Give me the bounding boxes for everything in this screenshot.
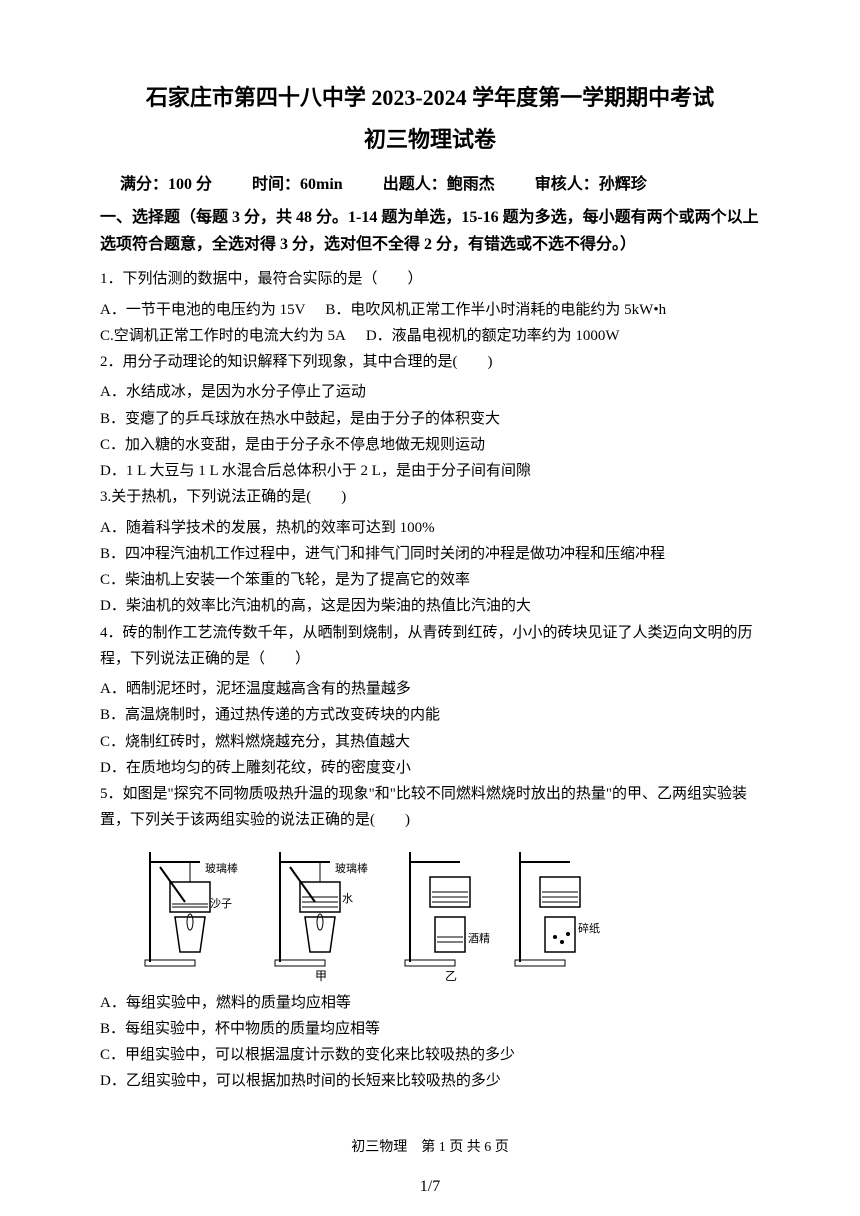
svg-text:酒精: 酒精 bbox=[468, 932, 490, 945]
reviewer-label: 审核人：孙辉珍 bbox=[535, 170, 647, 194]
q5-a: A．每组实验中，燃料的质量均应相等 bbox=[100, 990, 760, 1016]
svg-text:玻璃棒: 玻璃棒 bbox=[335, 861, 368, 875]
section-header: 一、选择题（每题 3 分，共 48 分。1-14 题为单选，15-16 题为多选… bbox=[100, 204, 760, 258]
q4-c: C．烧制红砖时，燃料燃烧越充分，其热值越大 bbox=[100, 729, 760, 755]
q2-b: B．变瘪了的乒乓球放在热水中鼓起，是由于分子的体积变大 bbox=[100, 406, 760, 432]
q1-c: C.空调机正常工作时的电流大约为 5A bbox=[100, 323, 346, 349]
time-label: 时间：60min bbox=[252, 170, 343, 194]
main-title: 石家庄市第四十八中学 2023-2024 学年度第一学期期中考试 bbox=[100, 80, 760, 112]
q4-d: D．在质地均匀的砖上雕刻花纹，砖的密度变小 bbox=[100, 755, 760, 781]
header-info: 满分：100 分 时间：60min 出题人：鲍雨杰 审核人：孙辉珍 bbox=[100, 170, 760, 194]
author-label: 出题人：鲍雨杰 bbox=[383, 170, 495, 194]
q2-c: C．加入糖的水变甜，是由于分子永不停息地做无规则运动 bbox=[100, 432, 760, 458]
q1-options-row1: A．一节干电池的电压约为 15V B．电吹风机正常工作半小时消耗的电能约为 5k… bbox=[100, 297, 760, 323]
q4-b: B．高温烧制时，通过热传递的方式改变砖块的内能 bbox=[100, 702, 760, 728]
q1-a: A．一节干电池的电压约为 15V bbox=[100, 297, 305, 323]
q1-stem: 1．下列估测的数据中，最符合实际的是（ ） bbox=[100, 266, 760, 292]
q3-stem: 3.关于热机，下列说法正确的是( ) bbox=[100, 484, 760, 510]
q4-a: A．晒制泥坯时，泥坯温度越高含有的热量越多 bbox=[100, 676, 760, 702]
q5-b: B．每组实验中，杯中物质的质量均应相等 bbox=[100, 1016, 760, 1042]
score-label: 满分：100 分 bbox=[120, 170, 212, 194]
q2-d: D．1 L 大豆与 1 L 水混合后总体积小于 2 L，是由于分子间有间隙 bbox=[100, 458, 760, 484]
page-number: 1/7 bbox=[0, 1178, 860, 1196]
svg-text:碎纸片: 碎纸片 bbox=[578, 921, 600, 935]
q3-d: D．柴油机的效率比汽油机的高，这是因为柴油的热值比汽油的大 bbox=[100, 593, 760, 619]
q3-b: B．四冲程汽油机工作过程中，进气门和排气门同时关闭的冲程是做功冲程和压缩冲程 bbox=[100, 541, 760, 567]
q5-d: D．乙组实验中，可以根据加热时间的长短来比较吸热的多少 bbox=[100, 1068, 760, 1094]
q2-a: A．水结成冰，是因为水分子停止了运动 bbox=[100, 379, 760, 405]
q1-b: B．电吹风机正常工作半小时消耗的电能约为 5kW•h bbox=[325, 297, 666, 323]
q1-options-row2: C.空调机正常工作时的电流大约为 5A D．液晶电视机的额定功率约为 1000W bbox=[100, 323, 760, 349]
sub-title: 初三物理试卷 bbox=[100, 122, 760, 154]
q4-stem: 4．砖的制作工艺流传数千年，从晒制到烧制，从青砖到红砖，小小的砖块见证了人类迈向… bbox=[100, 620, 760, 673]
svg-text:乙: 乙 bbox=[445, 969, 457, 982]
svg-text:甲: 甲 bbox=[315, 969, 327, 982]
page-footer: 初三物理 第 1 页 共 6 页 bbox=[0, 1136, 860, 1156]
q2-stem: 2．用分子动理论的知识解释下列现象，其中合理的是( ) bbox=[100, 349, 760, 375]
q3-a: A．随着科学技术的发展，热机的效率可达到 100% bbox=[100, 515, 760, 541]
q5-stem: 5．如图是"探究不同物质吸热升温的现象"和"比较不同燃料燃烧时放出的热量"的甲、… bbox=[100, 781, 760, 834]
apparatus-svg: 玻璃棒 沙子 玻璃棒 水 甲 bbox=[120, 842, 600, 982]
svg-text:玻璃棒: 玻璃棒 bbox=[205, 861, 238, 875]
svg-text:沙子: 沙子 bbox=[210, 897, 232, 910]
experiment-diagram: 玻璃棒 沙子 玻璃棒 水 甲 bbox=[120, 842, 760, 982]
svg-text:水: 水 bbox=[342, 892, 353, 905]
q1-d: D．液晶电视机的额定功率约为 1000W bbox=[366, 323, 620, 349]
q5-c: C．甲组实验中，可以根据温度计示数的变化来比较吸热的多少 bbox=[100, 1042, 760, 1068]
q3-c: C．柴油机上安装一个笨重的飞轮，是为了提高它的效率 bbox=[100, 567, 760, 593]
